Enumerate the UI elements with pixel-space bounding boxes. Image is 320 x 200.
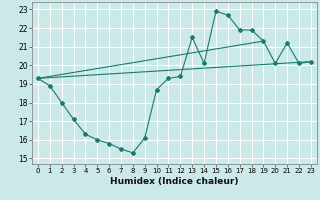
X-axis label: Humidex (Indice chaleur): Humidex (Indice chaleur) — [110, 177, 239, 186]
